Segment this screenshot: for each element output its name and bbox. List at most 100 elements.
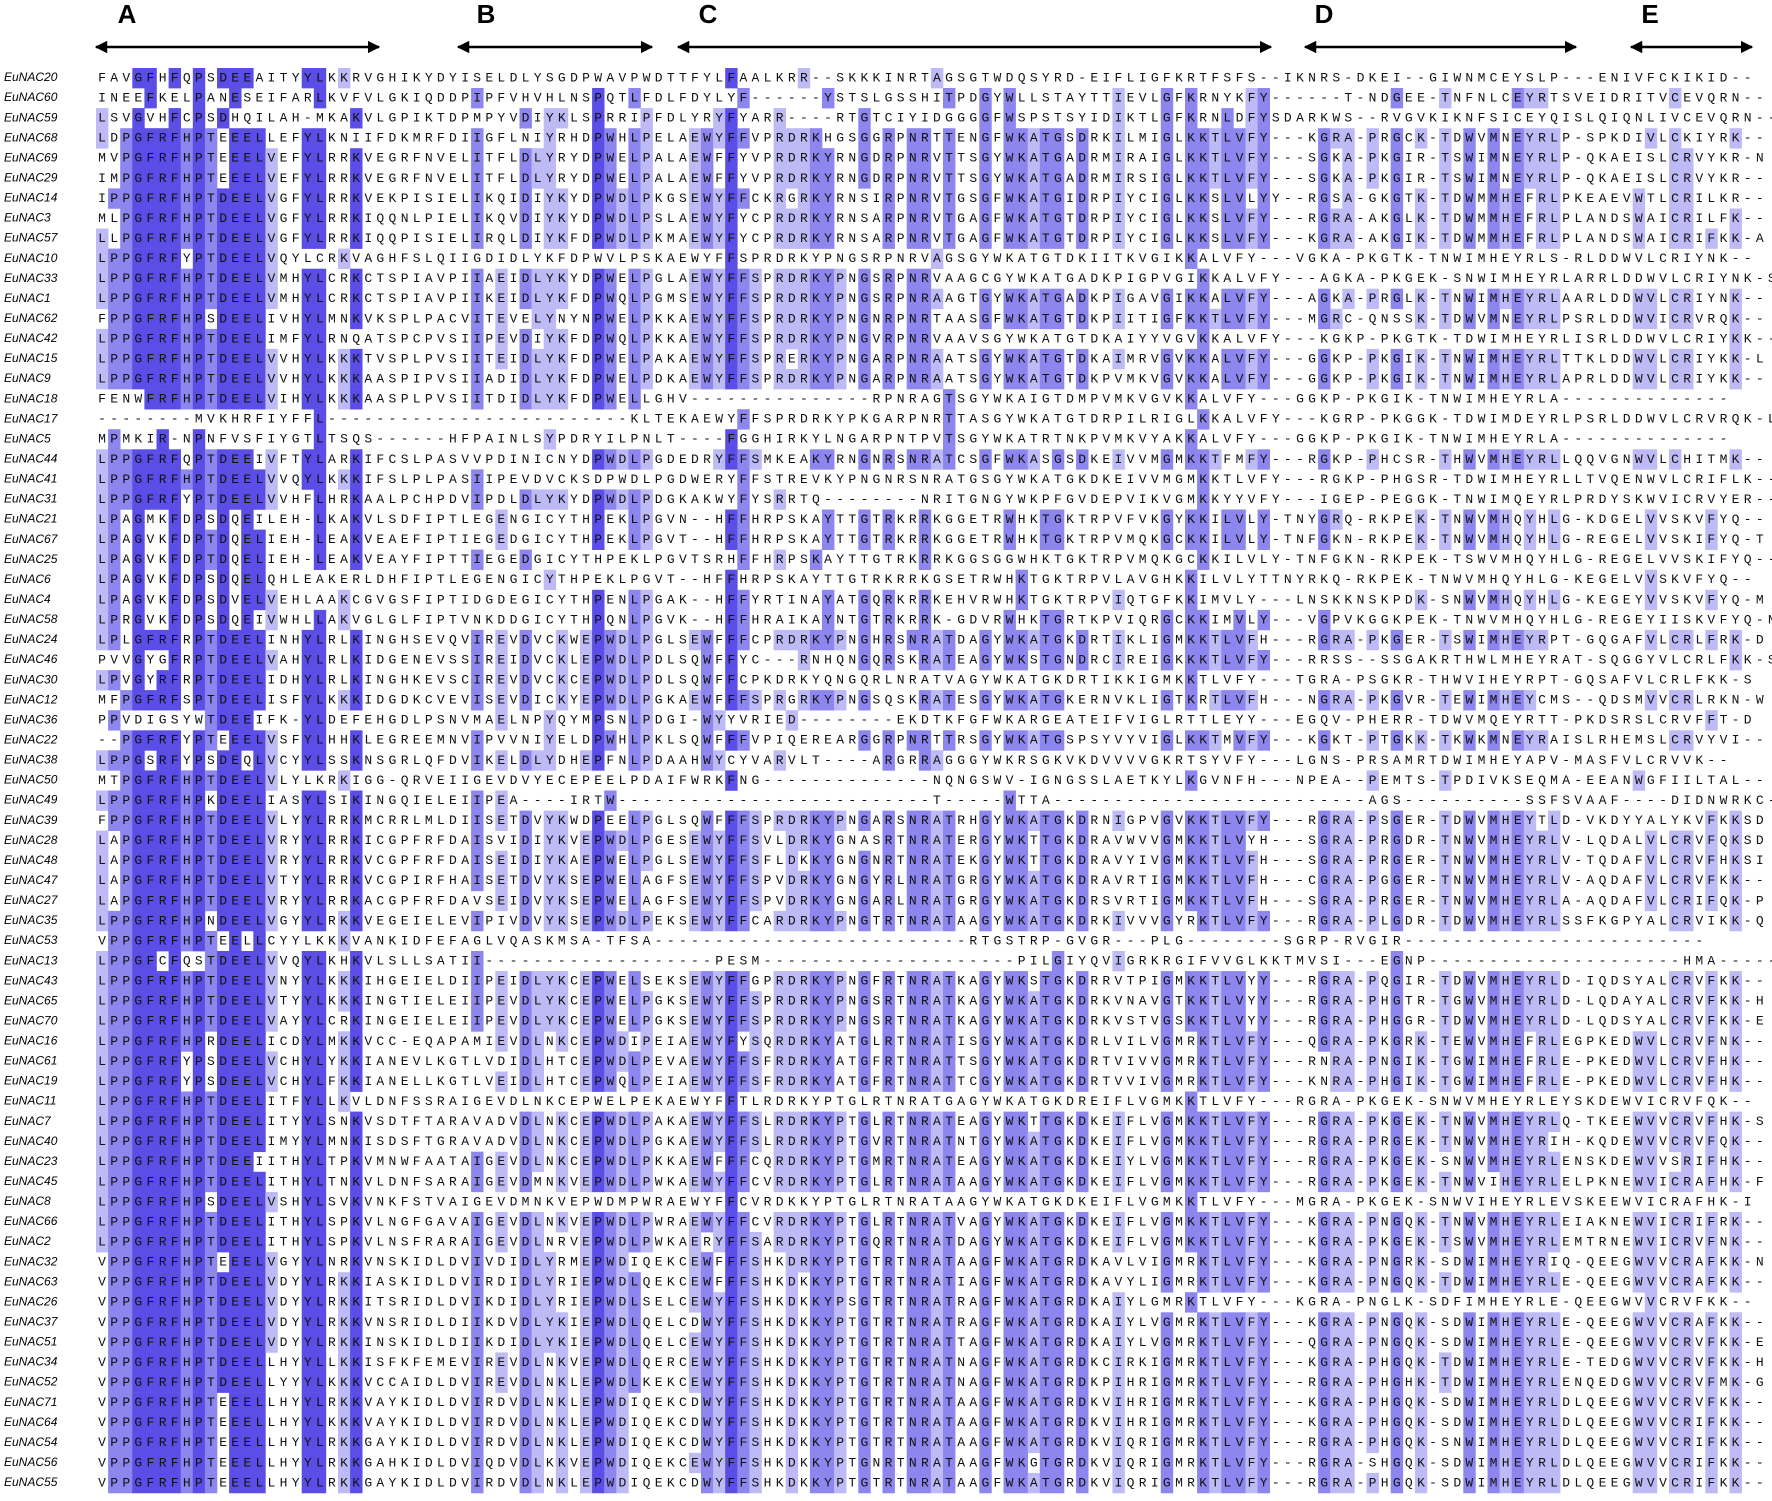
residue-shade <box>1221 168 1234 189</box>
residue-shade <box>858 509 871 530</box>
residue-shade <box>773 228 786 249</box>
residue-shade <box>1221 509 1234 530</box>
residue-shade <box>241 268 254 290</box>
residue-shade <box>725 509 738 530</box>
residue-shade <box>1439 168 1452 189</box>
residue-shade <box>1390 128 1404 149</box>
residue-shade <box>930 288 944 310</box>
residue-shade <box>156 268 169 290</box>
residue-shade <box>350 469 363 490</box>
residue-shade <box>543 108 557 129</box>
residue-shade <box>809 268 823 290</box>
residue-shade <box>1233 348 1246 370</box>
residue-shade <box>144 288 157 310</box>
residue-shade <box>519 328 532 350</box>
residue-shade <box>943 389 956 410</box>
residue-shade <box>930 369 944 390</box>
residue-shade <box>1233 188 1246 209</box>
residue-shade <box>1076 128 1089 149</box>
residue-shade <box>495 288 508 310</box>
residue-shade <box>737 489 750 510</box>
residue-shade <box>1221 128 1234 149</box>
residue-shade <box>1499 348 1512 370</box>
residue-shade <box>834 328 847 350</box>
residue-shade <box>1027 128 1041 149</box>
residue-shade <box>192 148 206 169</box>
residue-shade <box>108 308 121 330</box>
residue-shade <box>882 188 895 209</box>
residue-shade <box>543 489 557 510</box>
residue-shade <box>495 509 508 530</box>
residue-shade <box>313 68 327 89</box>
residue-shade <box>1366 128 1379 149</box>
residue-shade <box>713 108 726 129</box>
residue-shade <box>217 509 230 530</box>
residue-shade <box>1160 449 1174 470</box>
residue-shade <box>313 609 327 631</box>
residue-shade <box>1027 288 1041 310</box>
residue-shade <box>1160 509 1174 530</box>
residue-shade <box>555 288 569 310</box>
residue-shade <box>156 288 169 310</box>
residue-shade <box>943 228 956 249</box>
residue-shade <box>338 68 351 89</box>
residue-shade <box>313 88 327 109</box>
residue-shade <box>555 489 569 510</box>
residue-shade <box>628 369 641 390</box>
residue-shade <box>1185 88 1198 109</box>
residue-shade <box>1039 288 1053 310</box>
residue-shade <box>120 489 133 510</box>
residue-shade <box>531 288 544 310</box>
residue-shade <box>144 268 157 290</box>
residue-shade <box>204 288 218 310</box>
residue-shade <box>943 429 956 450</box>
residue-shade <box>1366 288 1379 310</box>
residue-shade <box>265 469 278 490</box>
residue-shade <box>822 328 835 350</box>
residue-shade <box>1318 449 1331 470</box>
residue-shade <box>628 308 641 330</box>
residue-shade <box>1039 369 1053 390</box>
sequence-name: EuNAC1 <box>4 291 51 305</box>
residue-shade <box>616 208 629 229</box>
residue-shade <box>797 288 811 310</box>
residue-shade <box>132 268 145 290</box>
sequence-name: EuNAC71 <box>4 1395 57 1409</box>
residue-shade <box>737 589 750 611</box>
residue-shade <box>1487 529 1500 550</box>
residue-shade <box>265 168 278 189</box>
residue-shade <box>1487 208 1500 229</box>
residue-shade <box>180 288 194 310</box>
residue-shade <box>204 549 218 570</box>
residue-shade <box>1112 449 1125 470</box>
residue-shade <box>1535 128 1549 149</box>
residue-shade <box>132 629 145 651</box>
sequence-name: EuNAC65 <box>4 993 58 1007</box>
residue-shade <box>701 228 714 249</box>
residue-shade <box>797 268 811 290</box>
residue-shade <box>1366 148 1379 169</box>
residue-shade <box>192 469 206 490</box>
residue-shade <box>749 449 762 470</box>
residue-shade <box>192 449 206 470</box>
residue-shade <box>253 589 266 611</box>
residue-shade <box>350 228 363 249</box>
residue-shade <box>265 188 278 209</box>
residue-shade <box>1233 148 1246 169</box>
residue-shade <box>592 228 605 249</box>
residue-shade <box>1245 108 1258 129</box>
residue-shade <box>217 629 230 651</box>
residue-shade <box>628 208 641 229</box>
residue-shade <box>1233 228 1246 249</box>
residue-shade <box>1523 148 1537 169</box>
residue-shade <box>592 489 605 510</box>
residue-shade <box>1439 228 1452 249</box>
residue-shade <box>1233 609 1246 631</box>
residue-shade <box>797 188 811 209</box>
residue-shade <box>120 328 133 350</box>
residue-shade <box>471 489 484 510</box>
residue-shade <box>253 549 266 570</box>
residue-shade <box>822 148 835 169</box>
residue-shade <box>1197 268 1210 290</box>
residue-shade <box>640 168 653 189</box>
